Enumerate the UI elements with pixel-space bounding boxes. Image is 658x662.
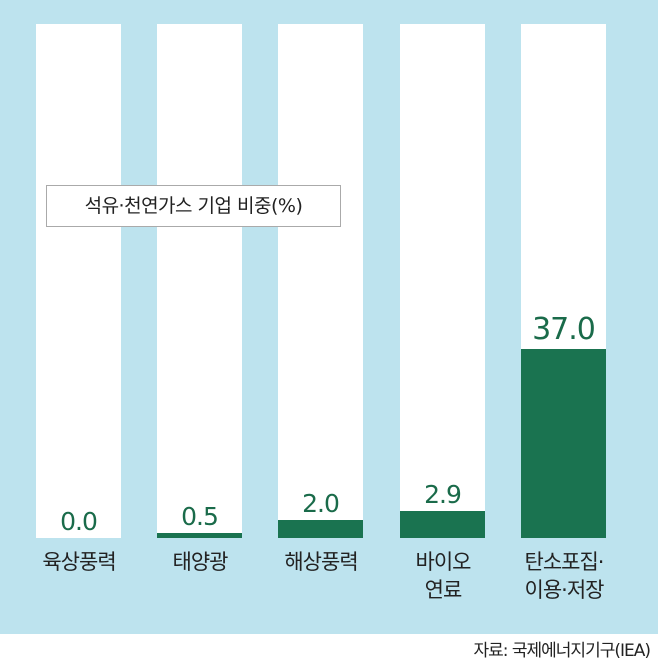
bar-column: 0.5 (157, 24, 242, 538)
category-label: 육상풍력 (42, 550, 116, 574)
category-label: 탄소포집· 이용·저장 (524, 550, 605, 602)
bar (521, 349, 606, 538)
bar-column: 2.0 (278, 24, 363, 538)
category-label: 해상풍력 (284, 550, 358, 574)
data-label: 2.0 (302, 488, 340, 518)
bar-column: 0.0 (36, 24, 121, 538)
bar-column: 37.0 (521, 24, 606, 538)
bar (400, 511, 485, 538)
data-label: 37.0 (532, 312, 596, 348)
data-label: 0.0 (60, 507, 98, 536)
category-label: 태양광 (172, 550, 229, 574)
data-label: 2.9 (424, 480, 462, 510)
bar (278, 519, 363, 538)
bar-column: 2.9 (400, 24, 485, 538)
bar (157, 533, 242, 538)
chart-legend: 석유·천연가스 기업 비중(%) (46, 185, 341, 227)
category-label: 바이오 연료 (415, 550, 472, 602)
source-note: 자료: 국제에너지기구(IEA) (473, 641, 651, 661)
data-label: 0.5 (181, 502, 219, 532)
